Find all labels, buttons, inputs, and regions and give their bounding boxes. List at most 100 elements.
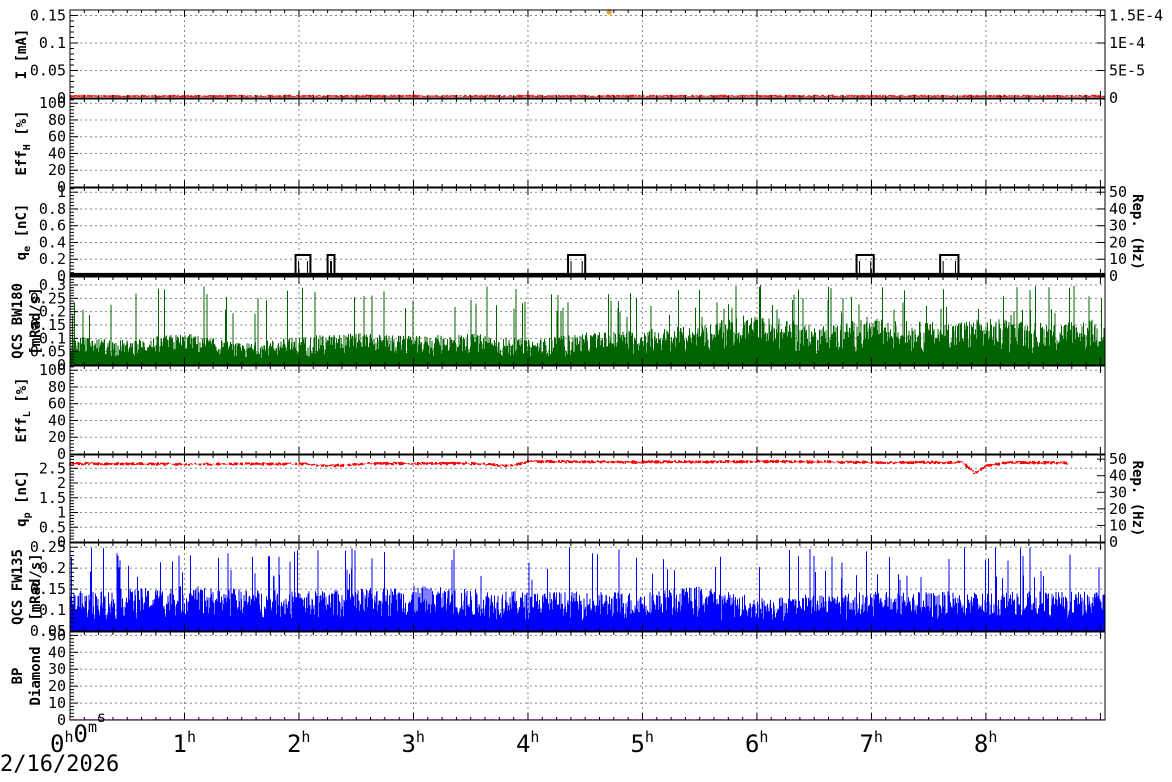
y2tick-label: 5E-5 bbox=[1109, 62, 1145, 80]
ytick-label: 0.8 bbox=[39, 200, 66, 218]
xtick-label: 5h bbox=[630, 728, 653, 758]
ytick-label: 0 bbox=[57, 89, 66, 107]
frame-qcs_fw bbox=[69, 542, 1106, 632]
grid-qe bbox=[70, 188, 1105, 276]
series-qe-pulse-edge bbox=[942, 261, 956, 275]
y2tick-label: 50 bbox=[1109, 450, 1127, 468]
y2tick-label: 30 bbox=[1109, 483, 1127, 501]
ytick-label: 2 bbox=[57, 474, 66, 492]
ylabel-qcs_bw: QCS BW180 bbox=[10, 283, 26, 359]
ytick-label: 0.1 bbox=[39, 34, 66, 52]
grid-eff_h bbox=[70, 99, 1105, 187]
ytick-label: 0.1 bbox=[39, 601, 66, 619]
ylabel-bp: BP bbox=[10, 668, 26, 685]
series-qe-pulse-edge bbox=[298, 261, 308, 275]
panel-current: 0 0.05 0.1 0.15 0 5E-5 1E-4 1.5E-4 I [mA] bbox=[14, 7, 1163, 108]
ytick-label: 40 bbox=[48, 144, 66, 162]
xticks-bp bbox=[69, 632, 1101, 720]
ylabel-qcs_bw-line2: [mRad/s] bbox=[28, 287, 44, 354]
grid-bp bbox=[70, 632, 1105, 720]
y2label-qp: Rep. (Hz) bbox=[1129, 461, 1145, 537]
ylabel-current: I [mA] bbox=[14, 29, 30, 80]
ytick-label: 100 bbox=[39, 94, 66, 112]
series-current-marker bbox=[606, 9, 612, 15]
frame-qcs_bw bbox=[69, 276, 1106, 366]
ytick-label: 0 bbox=[57, 533, 66, 551]
xticks-eff_l bbox=[69, 366, 1101, 454]
ylabel-eff_h: EffH [%] bbox=[14, 110, 33, 175]
xticks-qp bbox=[69, 455, 1101, 542]
grid-qp bbox=[70, 455, 1105, 542]
y2label-qe: Rep. (Hz) bbox=[1129, 194, 1145, 270]
ytick-label: 0.05 bbox=[30, 343, 66, 361]
series-qp bbox=[69, 459, 1069, 474]
ytick-label: 0.25 bbox=[30, 538, 66, 556]
ytick-label: 0.15 bbox=[30, 580, 66, 598]
series-qcs_bw-trace bbox=[69, 285, 1105, 365]
ylabel-qcs_fw: QCS FW135 bbox=[10, 549, 26, 625]
yticks-qcs_bw: 00.050.10.150.20.250.3 bbox=[30, 276, 78, 374]
y2tick-label: 50 bbox=[1109, 183, 1127, 201]
ytick-label: 10 bbox=[48, 694, 66, 712]
ytick-label: 0.4 bbox=[39, 233, 66, 251]
ytick-label: 1 bbox=[57, 183, 66, 201]
xtick-label: 4h bbox=[516, 728, 539, 758]
series-qe bbox=[70, 254, 1105, 276]
xtick-label: 3h bbox=[401, 728, 424, 758]
y2tick-label: 30 bbox=[1109, 217, 1127, 235]
date-label: 2/16/2026 bbox=[0, 752, 120, 777]
series-qp-trace bbox=[69, 459, 1069, 474]
series-qe-pulse bbox=[939, 254, 960, 275]
ytick-label: 20 bbox=[48, 677, 66, 695]
ytick-label: 0.05 bbox=[30, 62, 66, 80]
series-qe-pulse bbox=[567, 254, 587, 275]
ytick-label: 0 bbox=[57, 356, 66, 374]
grid-current bbox=[70, 10, 1105, 98]
ytick-label: 0.2 bbox=[39, 250, 66, 268]
ytick-label: 0.1 bbox=[39, 329, 66, 347]
grid-eff_l bbox=[70, 366, 1105, 454]
ytick-label: 0.5 bbox=[39, 518, 66, 536]
ytick-label: 20 bbox=[48, 428, 66, 446]
series-qe-pulse-edge bbox=[570, 261, 583, 275]
y2tick-label: 40 bbox=[1109, 467, 1127, 485]
ylabel-eff_l: EffL [%] bbox=[14, 377, 33, 442]
xticks-qcs_fw bbox=[69, 543, 1101, 631]
y2tick-label: 10 bbox=[1109, 516, 1127, 534]
y2tick-label: 20 bbox=[1109, 233, 1127, 251]
ylabel-qe: qe [nC] bbox=[14, 204, 33, 261]
ytick-label: 20 bbox=[48, 161, 66, 179]
ytick-label: 0.15 bbox=[30, 7, 66, 25]
xticks-current bbox=[69, 10, 1101, 98]
xtick-label: 6h bbox=[745, 728, 768, 758]
ytick-label: 40 bbox=[48, 411, 66, 429]
ytick-label: 1 bbox=[57, 504, 66, 522]
series-qe-pulse-edge bbox=[859, 261, 872, 275]
ytick-label: 80 bbox=[48, 111, 66, 129]
ytick-label: 0.2 bbox=[39, 559, 66, 577]
xticks-qcs_bw bbox=[69, 277, 1101, 365]
ytick-label: 0.25 bbox=[30, 289, 66, 307]
ytick-label: 40 bbox=[48, 643, 66, 661]
ytick-label: 0 bbox=[57, 711, 66, 729]
yticks-current: 0 0.05 0.1 0.15 0 5E-5 1E-4 1.5E-4 bbox=[30, 7, 1163, 108]
ytick-label: 0.3 bbox=[39, 276, 66, 294]
frame-qe bbox=[69, 187, 1106, 277]
ytick-label: 0 bbox=[57, 445, 66, 463]
xtick-label: 1h bbox=[172, 728, 195, 758]
frame-eff_h bbox=[69, 98, 1106, 188]
ytick-label: 50 bbox=[48, 626, 66, 644]
y2tick-label: 20 bbox=[1109, 500, 1127, 518]
ytick-label: 30 bbox=[48, 660, 66, 678]
xtick-label: 0h0ms bbox=[50, 708, 106, 758]
xtick-label: 2h bbox=[287, 728, 310, 758]
